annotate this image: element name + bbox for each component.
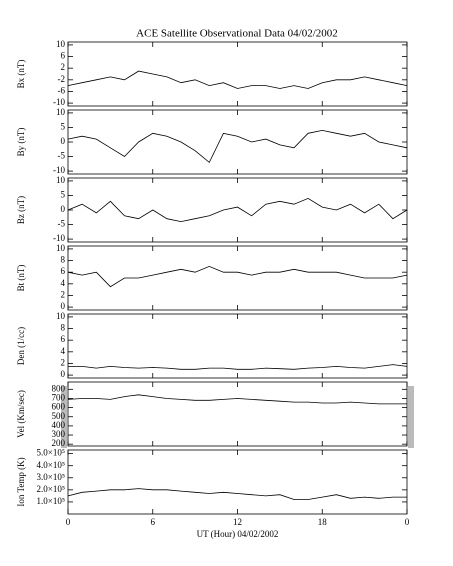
y-axis-label: Vel (Km/sec) [16,390,26,438]
y-tick-label: -10 [53,233,65,243]
y-tick-label: 200 [52,438,66,448]
y-tick-label: 4 [61,278,66,288]
y-tick-label: -5 [58,151,66,161]
y-axis-label: Bt (nT) [16,265,26,292]
y-tick-label: 4 [61,346,66,356]
y-tick-label: 6 [61,51,66,61]
x-tick-label: 12 [233,517,242,527]
y-tick-label: 10 [56,175,66,185]
y-tick-label: 2 [61,290,66,300]
x-tick-label: 6 [151,517,156,527]
y-tick-label: 5.0×10⁵ [37,448,65,458]
y-axis-label: Ion Temp (K) [16,457,26,506]
y-axis-label: Den (1/cc) [16,327,26,365]
y-tick-label: 400 [52,420,66,430]
x-axis-label: UT (Hour) 04/02/2002 [197,529,279,539]
y-tick-label: -5 [58,219,66,229]
y-tick-label: 6 [61,334,66,344]
y-axis-label: By (nT) [16,128,26,157]
y-tick-label: 2.0×10⁵ [37,484,65,494]
y-tick-label: -10 [53,165,65,175]
y-tick-label: 500 [52,411,66,421]
y-tick-label: 10 [56,243,66,253]
x-tick-label: 0 [66,517,71,527]
data-line [67,70,408,89]
y-tick-label: 8 [61,255,66,265]
y-axis-label: Bx (nT) [16,60,26,89]
data-line [67,197,408,223]
y-tick-label: 6 [61,266,66,276]
y-tick-label: 600 [52,402,66,412]
y-tick-label: 300 [52,429,66,439]
y-tick-label: 2 [61,62,66,72]
y-tick-label: 10 [56,107,66,117]
y-tick-label: 8 [61,323,66,333]
y-tick-label: 3.0×10⁵ [37,472,65,482]
y-tick-label: 10 [56,311,66,321]
y-tick-label: 2 [61,358,66,368]
data-line [67,488,407,500]
y-tick-label: 5 [61,190,66,200]
y-tick-label: 4.0×10⁵ [37,460,65,470]
data-line [67,394,407,405]
y-tick-label: 0 [61,204,66,214]
data-line [67,265,408,288]
data-line [67,129,408,164]
data-line [68,364,408,370]
y-tick-label: 0 [61,136,66,146]
y-tick-label: -2 [58,74,66,84]
gap-strip [408,386,414,448]
y-tick-label: 10 [56,39,66,49]
y-tick-label: -10 [53,97,65,107]
y-tick-label: 0 [61,301,66,311]
y-tick-label: 700 [52,393,66,403]
y-tick-label: 0 [61,369,66,379]
y-tick-label: -6 [58,86,66,96]
y-tick-label: 5 [61,122,66,132]
x-tick-label: 0 [405,517,410,527]
y-tick-label: 800 [52,383,66,393]
y-tick-label: 1.0×10⁵ [37,496,65,506]
gap-strip [61,386,67,448]
chart-title: ACE Satellite Observational Data 04/02/2… [136,28,338,40]
y-axis-label: Bz (nT) [16,196,26,224]
x-tick-label: 18 [318,517,328,527]
